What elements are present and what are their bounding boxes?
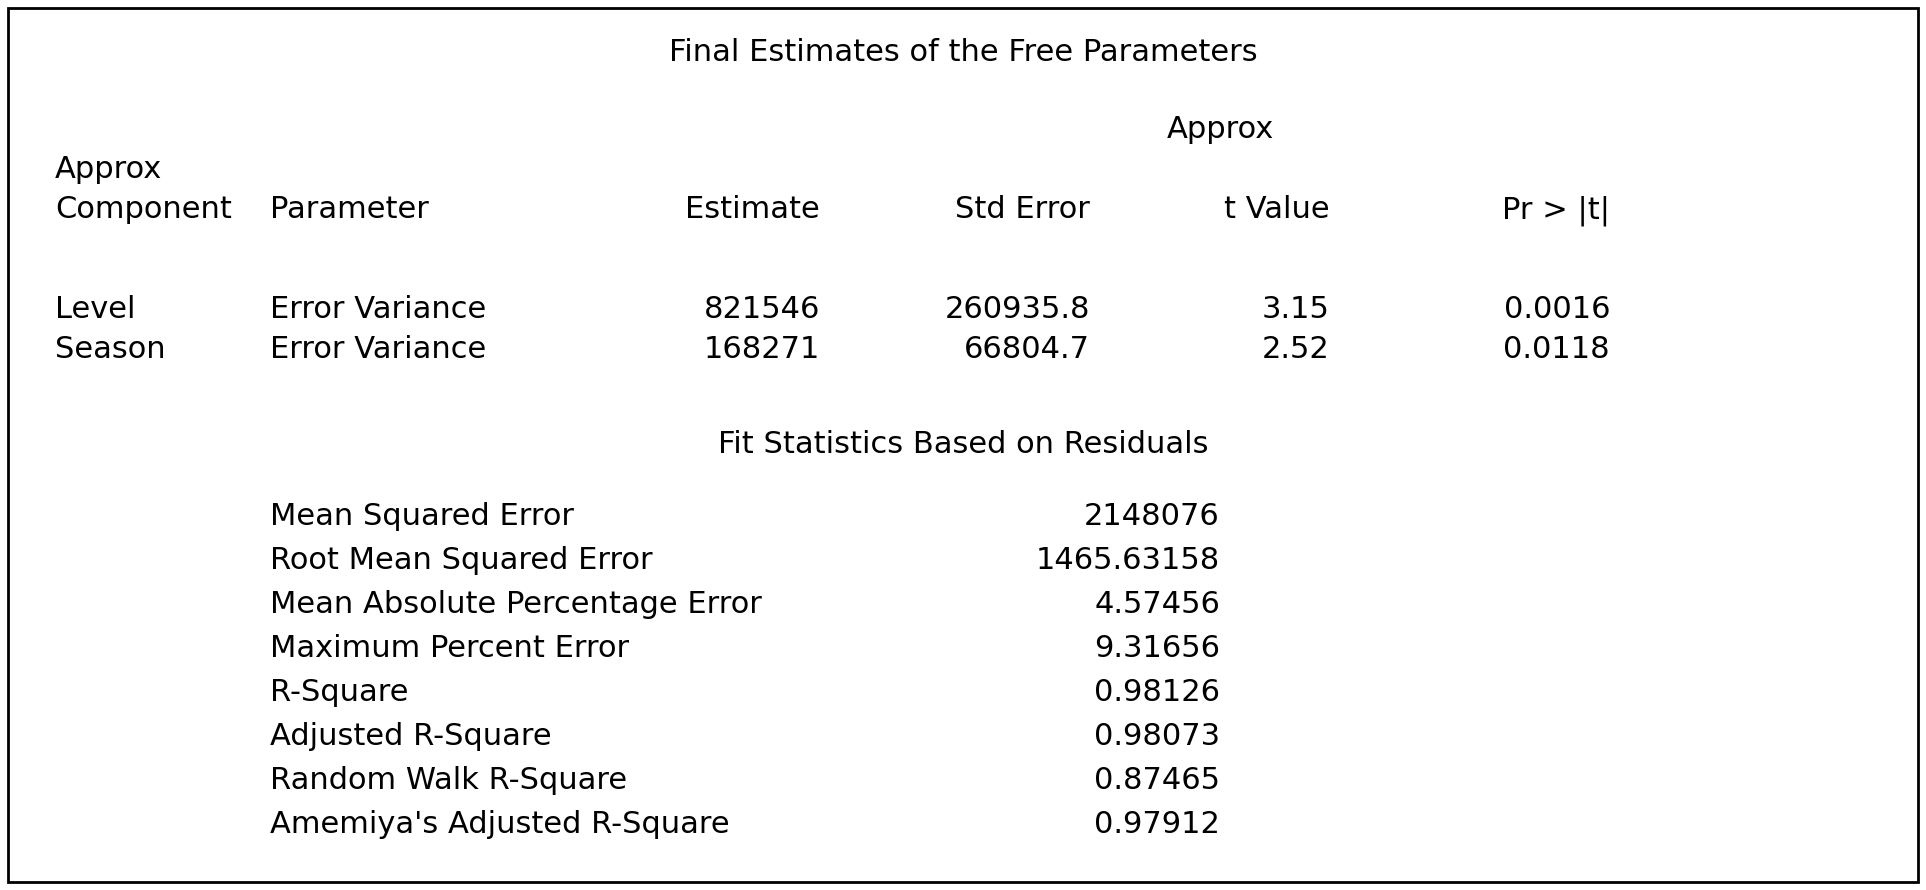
Text: 0.98126: 0.98126 bbox=[1094, 678, 1219, 707]
Text: 0.98073: 0.98073 bbox=[1094, 722, 1219, 751]
Text: 3.15: 3.15 bbox=[1262, 295, 1331, 324]
Text: Random Walk R-Square: Random Walk R-Square bbox=[270, 766, 628, 795]
Text: Mean Squared Error: Mean Squared Error bbox=[270, 502, 574, 531]
Text: Pr > |t|: Pr > |t| bbox=[1502, 195, 1610, 225]
Text: 0.97912: 0.97912 bbox=[1094, 810, 1219, 839]
Text: 0.0016: 0.0016 bbox=[1504, 295, 1610, 324]
Text: Error Variance: Error Variance bbox=[270, 295, 485, 324]
Text: Estimate: Estimate bbox=[686, 195, 820, 224]
Text: 821546: 821546 bbox=[703, 295, 820, 324]
Text: Level: Level bbox=[56, 295, 135, 324]
Text: 1465.63158: 1465.63158 bbox=[1036, 546, 1219, 575]
Text: Error Variance: Error Variance bbox=[270, 335, 485, 364]
Text: Season: Season bbox=[56, 335, 166, 364]
Text: Parameter: Parameter bbox=[270, 195, 429, 224]
Text: Root Mean Squared Error: Root Mean Squared Error bbox=[270, 546, 653, 575]
Text: 9.31656: 9.31656 bbox=[1094, 634, 1219, 663]
Text: Approx: Approx bbox=[1167, 115, 1273, 144]
Text: Final Estimates of the Free Parameters: Final Estimates of the Free Parameters bbox=[668, 38, 1258, 67]
Text: R-Square: R-Square bbox=[270, 678, 408, 707]
Text: t Value: t Value bbox=[1225, 195, 1331, 224]
Text: 2.52: 2.52 bbox=[1262, 335, 1331, 364]
Text: Std Error: Std Error bbox=[955, 195, 1090, 224]
Text: Maximum Percent Error: Maximum Percent Error bbox=[270, 634, 630, 663]
Text: Approx: Approx bbox=[56, 155, 162, 184]
Text: Fit Statistics Based on Residuals: Fit Statistics Based on Residuals bbox=[718, 430, 1208, 459]
Text: 260935.8: 260935.8 bbox=[944, 295, 1090, 324]
Text: 168271: 168271 bbox=[703, 335, 820, 364]
Text: Amemiya's Adjusted R-Square: Amemiya's Adjusted R-Square bbox=[270, 810, 730, 839]
Text: 66804.7: 66804.7 bbox=[965, 335, 1090, 364]
Text: Adjusted R-Square: Adjusted R-Square bbox=[270, 722, 551, 751]
Text: 2148076: 2148076 bbox=[1084, 502, 1219, 531]
Text: Component: Component bbox=[56, 195, 231, 224]
Text: Mean Absolute Percentage Error: Mean Absolute Percentage Error bbox=[270, 590, 763, 619]
Text: 4.57456: 4.57456 bbox=[1094, 590, 1219, 619]
Text: 0.87465: 0.87465 bbox=[1094, 766, 1219, 795]
Text: 0.0118: 0.0118 bbox=[1504, 335, 1610, 364]
